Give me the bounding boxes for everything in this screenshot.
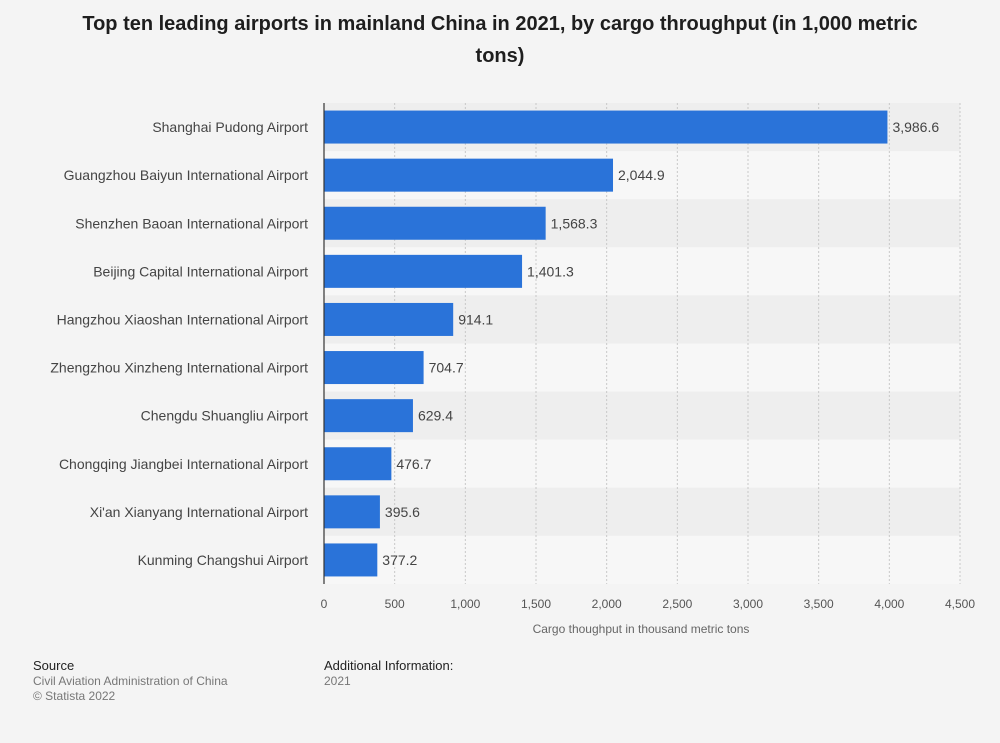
bar[interactable] xyxy=(324,254,523,288)
value-label: 1,568.3 xyxy=(551,215,598,231)
source-block: Source Civil Aviation Administration of … xyxy=(33,658,228,704)
x-tick-label: 4,500 xyxy=(945,597,975,611)
value-label: 914.1 xyxy=(458,311,493,327)
x-tick-label: 2,500 xyxy=(662,597,692,611)
category-label: Xi'an Xianyang International Airport xyxy=(90,504,308,520)
bars xyxy=(324,110,888,577)
category-label: Shenzhen Baoan International Airport xyxy=(75,215,308,231)
row-band xyxy=(324,391,960,440)
category-label: Hangzhou Xiaoshan International Airport xyxy=(57,311,309,327)
chart-title: Top ten leading airports in mainland Chi… xyxy=(82,13,918,67)
bar[interactable] xyxy=(324,206,546,240)
additional-info-line: 2021 xyxy=(324,674,351,688)
category-labels: Shanghai Pudong Airport Guangzhou Baiyun … xyxy=(50,119,308,568)
x-tick-label: 1,500 xyxy=(521,597,551,611)
category-label: Beijing Capital International Airport xyxy=(93,263,308,279)
x-tick-label: 2,000 xyxy=(592,597,622,611)
value-label: 1,401.3 xyxy=(527,263,574,279)
row-band xyxy=(324,343,960,392)
category-label: Zhengzhou Xinzheng International Airport xyxy=(50,360,308,376)
row-band xyxy=(324,439,960,488)
value-labels: 3,986.6 2,044.9 1,568.3 1,401.3 914.1 704.7 62… xyxy=(382,119,939,568)
x-tick-label: 0 xyxy=(321,597,328,611)
category-label: Chengdu Shuangliu Airport xyxy=(141,408,308,424)
bar[interactable] xyxy=(324,399,413,433)
value-label: 3,986.6 xyxy=(892,119,939,135)
x-tick-label: 1,000 xyxy=(450,597,480,611)
bar[interactable] xyxy=(324,351,424,385)
bar[interactable] xyxy=(324,158,614,192)
x-axis-label: Cargo thoughput in thousand metric tons xyxy=(533,622,750,636)
x-tick-label: 3,000 xyxy=(733,597,763,611)
bar[interactable] xyxy=(324,110,888,144)
value-label: 395.6 xyxy=(385,504,420,520)
bar[interactable] xyxy=(324,302,454,336)
x-tick-label: 3,500 xyxy=(804,597,834,611)
category-label: Kunming Changshui Airport xyxy=(138,552,309,568)
x-tick-labels: 0 500 1,000 1,500 2,000 2,500 3,000 3,500 4,000 4… xyxy=(321,597,976,611)
value-label: 476.7 xyxy=(396,456,431,472)
additional-info-block: Additional Information: 2021 xyxy=(324,658,453,689)
category-label: Chongqing Jiangbei International Airport xyxy=(59,456,308,472)
source-line: Civil Aviation Administration of China xyxy=(33,674,228,688)
x-tick-label: 4,000 xyxy=(874,597,904,611)
source-heading: Source xyxy=(33,658,75,673)
x-tick-label: 500 xyxy=(385,597,405,611)
value-label: 629.4 xyxy=(418,408,453,424)
value-label: 377.2 xyxy=(382,552,417,568)
bar[interactable] xyxy=(324,447,392,481)
additional-info-heading: Additional Information: xyxy=(324,658,454,673)
copyright-line: © Statista 2022 xyxy=(33,689,116,703)
row-band xyxy=(324,535,960,584)
category-label: Guangzhou Baiyun International Airport xyxy=(64,167,308,183)
bar[interactable] xyxy=(324,543,378,577)
category-label: Shanghai Pudong Airport xyxy=(152,119,308,135)
bar[interactable] xyxy=(324,495,380,529)
row-band xyxy=(324,487,960,536)
value-label: 704.7 xyxy=(429,360,464,376)
value-label: 2,044.9 xyxy=(618,167,665,183)
